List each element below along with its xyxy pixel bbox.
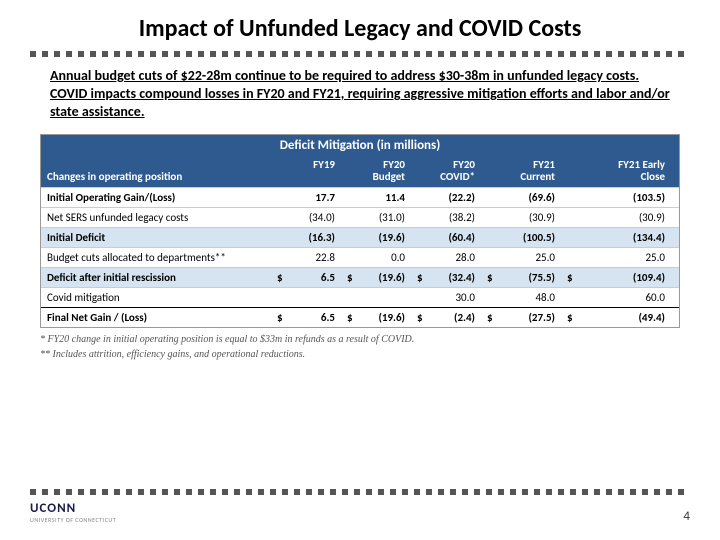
- cell-value: $(19.6): [341, 308, 411, 327]
- cell-value: [271, 288, 341, 307]
- table-header-row: Changes in operating position FY19FY20Bu…: [41, 156, 679, 187]
- cell-value: (100.5): [481, 228, 561, 247]
- cell-value: 28.0: [411, 248, 481, 267]
- cell-value: 60.0: [561, 288, 671, 307]
- cell-value: $(32.4): [411, 268, 481, 287]
- table-row: Covid mitigation 30.048.060.0: [41, 287, 679, 307]
- row-label: Initial Operating Gain/(Loss): [41, 188, 271, 207]
- cell-value: 11.4: [341, 188, 411, 207]
- cell-value: 30.0: [411, 288, 481, 307]
- uconn-logo: UCONN: [30, 501, 116, 516]
- row-label: Deficit after initial rescission: [41, 268, 271, 287]
- cell-value: (30.9): [561, 208, 671, 227]
- cell-value: (34.0): [271, 208, 341, 227]
- cell-value: $(75.5): [481, 268, 561, 287]
- col-header: FY21 EarlyClose: [561, 156, 671, 187]
- cell-value: 48.0: [481, 288, 561, 307]
- cell-value: $(19.6): [341, 268, 411, 287]
- footnote: ** Includes attrition, efficiency gains,…: [40, 347, 680, 362]
- row-label: Final Net Gain / (Loss): [41, 308, 271, 327]
- cell-value: 22.8: [271, 248, 341, 267]
- cell-value: (103.5): [561, 188, 671, 207]
- table-row: Net SERS unfunded legacy costs(34.0)(31.…: [41, 207, 679, 227]
- col-header: FY21Current: [481, 156, 561, 187]
- row-label: Initial Deficit: [41, 228, 271, 247]
- deficit-table: Deficit Mitigation (in millions) Changes…: [40, 134, 680, 328]
- slide-title: Impact of Unfunded Legacy and COVID Cost…: [0, 0, 720, 51]
- footnote: * FY20 change in initial operating posit…: [40, 332, 680, 347]
- page-number: 4: [683, 509, 690, 524]
- cell-value: (19.6): [341, 228, 411, 247]
- table-row: Initial Deficit(16.3)(19.6)(60.4)(100.5)…: [41, 227, 679, 247]
- cell-value: (16.3): [271, 228, 341, 247]
- logo-subtitle: UNIVERSITY OF CONNECTICUT: [30, 516, 116, 524]
- cell-value: (22.2): [411, 188, 481, 207]
- table-row: Initial Operating Gain/(Loss)17.711.4(22…: [41, 187, 679, 207]
- row-label: Budget cuts allocated to departments**: [41, 248, 271, 267]
- logo-block: UCONN UNIVERSITY OF CONNECTICUT: [30, 501, 116, 524]
- cell-value: (31.0): [341, 208, 411, 227]
- cell-value: $6.5: [271, 308, 341, 327]
- cell-value: $6.5: [271, 268, 341, 287]
- cell-value: (134.4): [561, 228, 671, 247]
- cell-value: $(27.5): [481, 308, 561, 327]
- table-row: Budget cuts allocated to departments**22…: [41, 247, 679, 267]
- col-header: FY19: [271, 156, 341, 187]
- cell-value: (30.9): [481, 208, 561, 227]
- header-left: Changes in operating position: [41, 167, 271, 187]
- row-label: Net SERS unfunded legacy costs: [41, 208, 271, 227]
- cell-value: 17.7: [271, 188, 341, 207]
- cell-value: $(2.4): [411, 308, 481, 327]
- cell-value: [341, 288, 411, 307]
- cell-value: 25.0: [481, 248, 561, 267]
- col-header: FY20COVID*: [411, 156, 481, 187]
- cell-value: $(49.4): [561, 308, 671, 327]
- bottom-divider: [30, 489, 690, 495]
- slide-subtitle: Annual budget cuts of $22-28m continue t…: [0, 57, 720, 134]
- cell-value: (69.6): [481, 188, 561, 207]
- row-label: Covid mitigation: [41, 288, 271, 307]
- table-banner: Deficit Mitigation (in millions): [41, 135, 679, 156]
- cell-value: (60.4): [411, 228, 481, 247]
- cell-value: 25.0: [561, 248, 671, 267]
- cell-value: 0.0: [341, 248, 411, 267]
- cell-value: $(109.4): [561, 268, 671, 287]
- table-row: Deficit after initial rescission$6.5$(19…: [41, 267, 679, 287]
- table-row: Final Net Gain / (Loss)$6.5$(19.6)$(2.4)…: [41, 307, 679, 327]
- footnotes: * FY20 change in initial operating posit…: [40, 332, 680, 362]
- col-header: FY20Budget: [341, 156, 411, 187]
- cell-value: (38.2): [411, 208, 481, 227]
